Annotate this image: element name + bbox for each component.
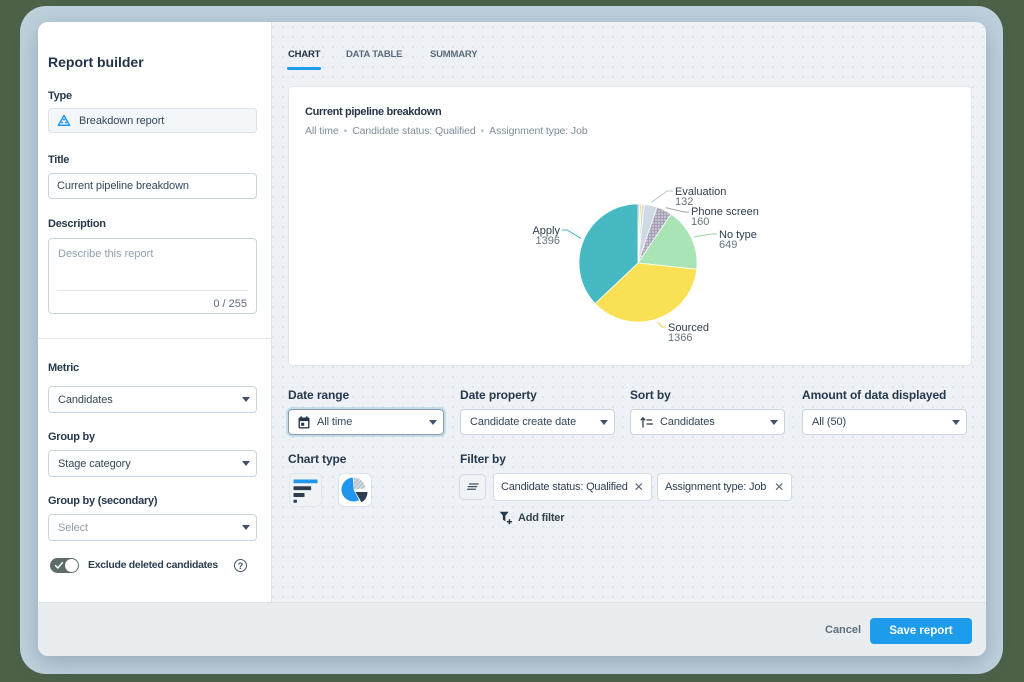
svg-text:649: 649 <box>719 239 737 251</box>
svg-text:No type: No type <box>719 229 757 241</box>
svg-text:1366: 1366 <box>668 332 692 344</box>
svg-text:Apply: Apply <box>532 225 560 237</box>
svg-text:1396: 1396 <box>536 235 560 247</box>
svg-text:Evaluation: Evaluation <box>675 186 726 198</box>
svg-text:Sourced: Sourced <box>668 322 709 334</box>
svg-text:Phone screen: Phone screen <box>691 206 759 218</box>
svg-text:160: 160 <box>691 216 709 228</box>
svg-text:132: 132 <box>675 196 693 208</box>
